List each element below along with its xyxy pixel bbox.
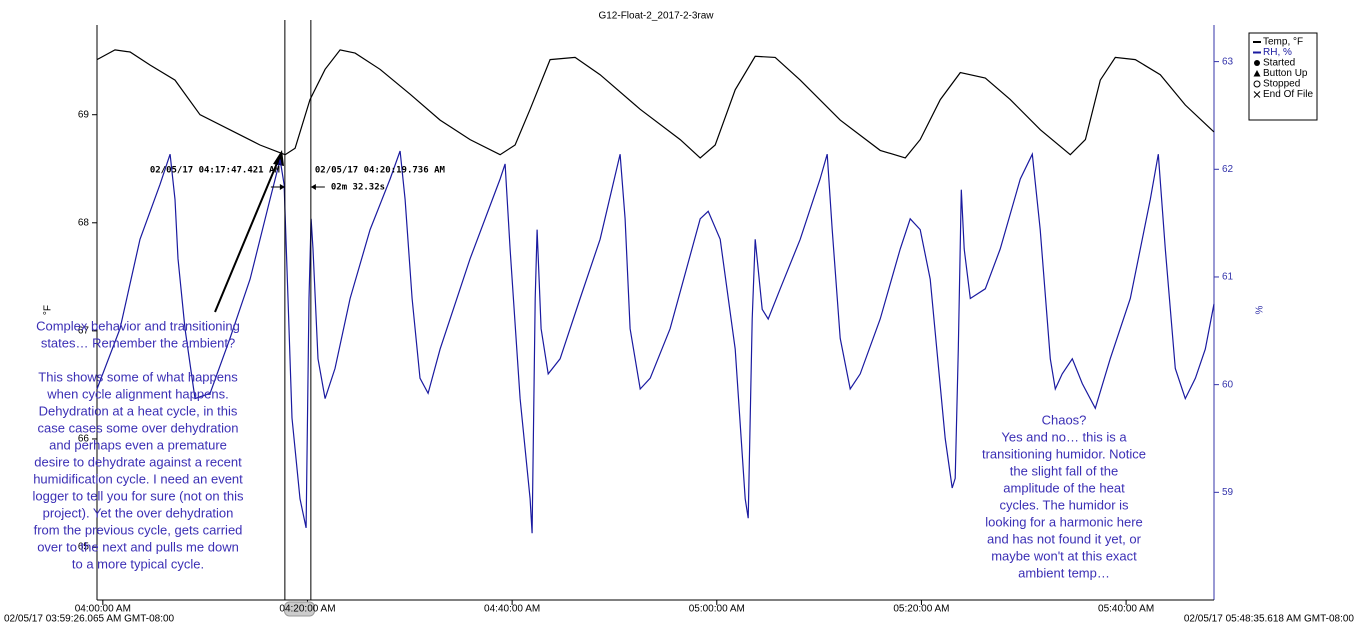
annotation-arrow bbox=[214, 155, 281, 313]
annotation-line: and has not found it yet, or bbox=[987, 531, 1142, 546]
annotation-line: logger to tell you for sure (not on this bbox=[32, 488, 244, 503]
legend-symbol bbox=[1254, 60, 1260, 66]
y2-tick-label: 63 bbox=[1222, 56, 1234, 67]
series-line bbox=[96, 150, 1215, 534]
arrow-head bbox=[273, 150, 284, 166]
cursor-label: 02/05/17 04:20:19.736 AM bbox=[315, 166, 446, 176]
annotation-line: to a more typical cycle. bbox=[72, 556, 204, 571]
delta-arrowhead bbox=[279, 184, 285, 190]
annotation-line: cycles. The humidor is bbox=[999, 497, 1129, 512]
annotation-line: states… Remember the ambient? bbox=[41, 335, 235, 350]
annotation-line: Dehydration at a heat cycle, in this bbox=[39, 403, 238, 418]
annotation-line: Chaos? bbox=[1042, 412, 1087, 427]
annotation-line: ambient temp… bbox=[1018, 565, 1110, 580]
annotation-line: Yes and no… this is a bbox=[1001, 429, 1127, 444]
cursor-highlight bbox=[283, 601, 315, 617]
annotation-line: Complex behavior and transitioning bbox=[36, 318, 240, 333]
annotation-line: when cycle alignment happens. bbox=[46, 386, 228, 401]
annotation-line: over to the next and pulls me down bbox=[37, 539, 239, 554]
annotation-line: case cases some over dehydration bbox=[38, 420, 239, 435]
start-label: 02/05/17 03:59:26.065 AM GMT-08:00 bbox=[4, 614, 175, 625]
y2-tick-label: 61 bbox=[1222, 272, 1234, 283]
legend-label: Temp, °F bbox=[1263, 37, 1303, 48]
y-tick-label: 68 bbox=[78, 217, 90, 228]
legend-label: Stopped bbox=[1263, 79, 1300, 90]
y2-tick-label: 59 bbox=[1222, 487, 1234, 498]
legend-label: RH, % bbox=[1263, 47, 1292, 58]
annotation-line: project). Yet the over dehydration bbox=[43, 505, 234, 520]
legend-symbol bbox=[1253, 70, 1261, 77]
annotation-line: This shows some of what happens bbox=[38, 369, 238, 384]
y2-tick-label: 62 bbox=[1222, 164, 1234, 175]
x-tick-label: 05:20:00 AM bbox=[893, 604, 949, 615]
annotation-line: desire to dehydrate against a recent bbox=[34, 454, 242, 469]
x-tick-label: 04:40:00 AM bbox=[484, 604, 540, 615]
annotation-line: looking for a harmonic here bbox=[985, 514, 1143, 529]
cursor-delta: 02m 32.32s bbox=[331, 183, 385, 193]
y2-tick-label: 60 bbox=[1222, 379, 1234, 390]
legend-symbol bbox=[1253, 80, 1261, 88]
legend-label: Started bbox=[1263, 58, 1295, 69]
x-tick-label: 05:40:00 AM bbox=[1098, 604, 1154, 615]
y2-axis-label: % bbox=[1255, 305, 1266, 314]
annotation-line: humidification cycle. I need an event bbox=[33, 471, 243, 486]
legend-symbol bbox=[1253, 91, 1261, 98]
y-tick-label: 67 bbox=[78, 326, 90, 337]
cursor-label: 02/05/17 04:17:47.421 AM bbox=[150, 166, 281, 176]
annotation-line: the slight fall of the bbox=[1010, 463, 1118, 478]
x-tick-label: 05:00:00 AM bbox=[689, 604, 745, 615]
annotation-line: and perhaps even a premature bbox=[49, 437, 227, 452]
annotation-line: transitioning humidor. Notice bbox=[982, 446, 1146, 461]
x-tick-label: 04:00:00 AM bbox=[75, 604, 131, 615]
delta-arrowhead bbox=[310, 184, 316, 190]
legend-label: End Of File bbox=[1263, 89, 1313, 100]
annotation-line: amplitude of the heat bbox=[1003, 480, 1125, 495]
legend-label: Button Up bbox=[1263, 68, 1308, 79]
y-axis-label: °F bbox=[43, 305, 54, 315]
y-tick-label: 65 bbox=[78, 542, 90, 553]
annotation-line: from the previous cycle, gets carried bbox=[34, 522, 243, 537]
annotation-line: maybe won't at this exact bbox=[991, 548, 1137, 563]
y-tick-label: 69 bbox=[78, 109, 90, 120]
end-label: 02/05/17 05:48:35.618 AM GMT-08:00 bbox=[1184, 614, 1355, 625]
y-tick-label: 66 bbox=[78, 434, 90, 445]
series-line bbox=[96, 49, 1215, 159]
chart-title: G12-Float-2_2017-2-3raw bbox=[598, 11, 714, 22]
x-tick-label: 04:20:00 AM bbox=[279, 604, 335, 615]
